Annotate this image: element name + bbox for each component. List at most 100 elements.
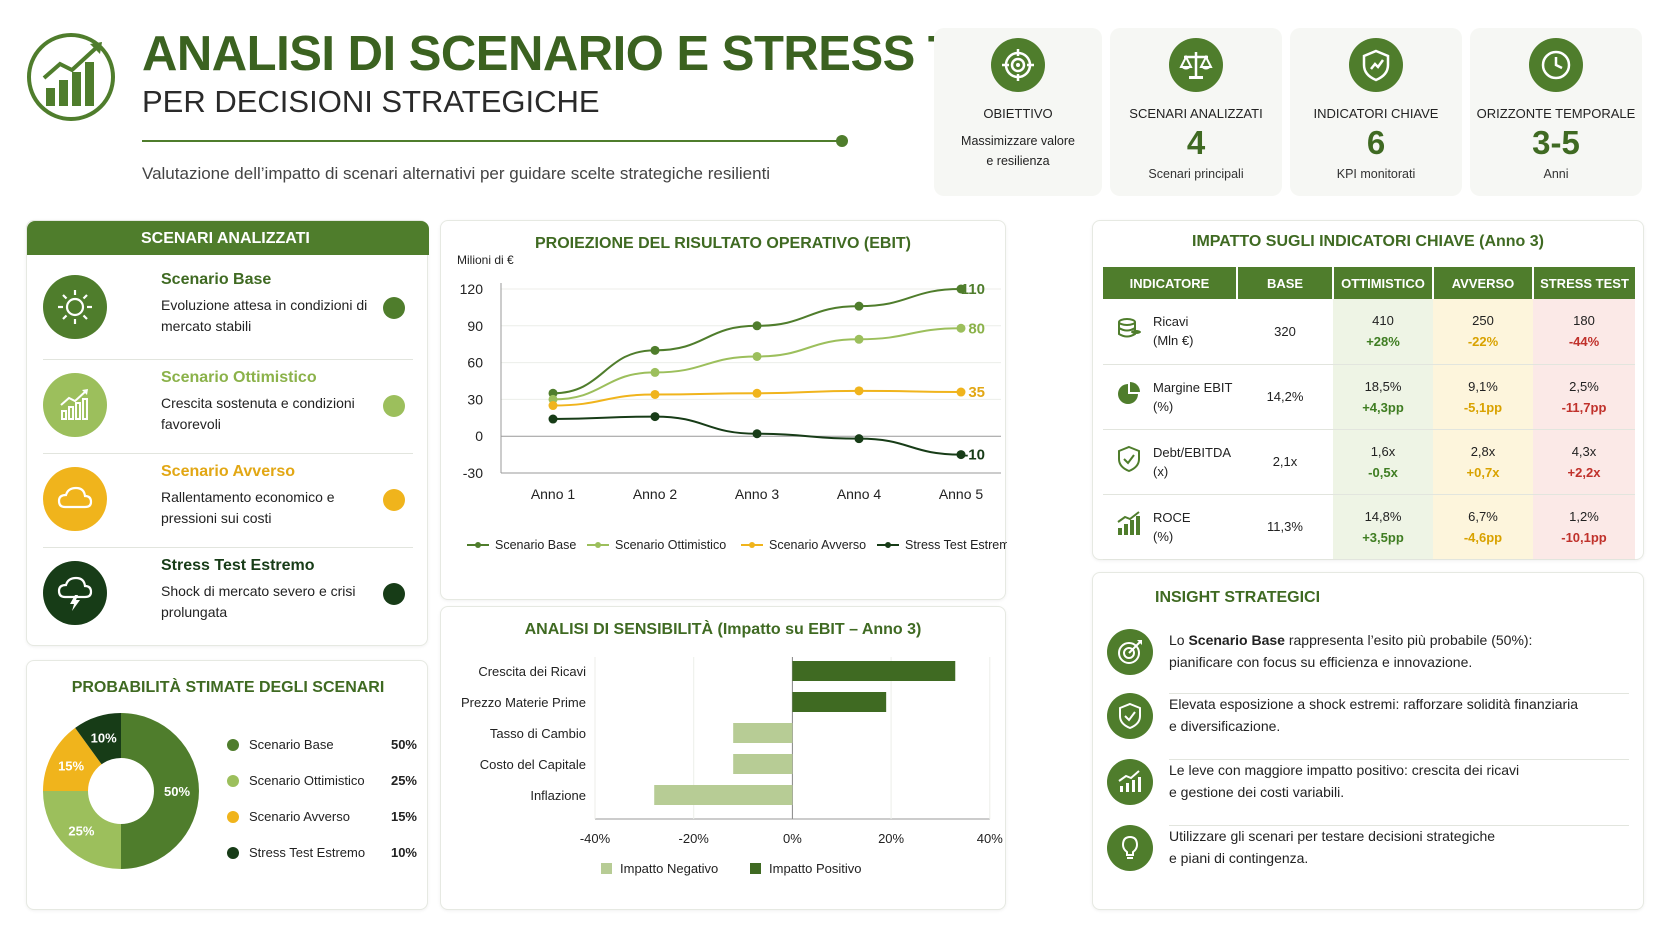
y-tick-label: 0: [475, 428, 483, 444]
table-row: ROCE (%) 11,3% 14,8% +3,5pp 6,7% -4,6pp 1,2% -10…: [1103, 494, 1635, 560]
series-end-label: -10: [963, 447, 985, 464]
donut-slice-label: 15%: [58, 759, 84, 774]
scenario-desc: Rallentamento economico e pressioni sui …: [161, 489, 335, 526]
divider: [43, 547, 413, 548]
y-category-label: Costo del Capitale: [480, 757, 586, 772]
kpi-scenari-analizzati: SCENARI ANALIZZATI 4 Scenari principali: [1110, 28, 1282, 196]
legend-label: Scenario Base: [495, 538, 576, 552]
coins-icon: [1115, 314, 1153, 348]
data-point: [956, 450, 966, 460]
legend-label: Impatto Negativo: [620, 861, 718, 876]
scenario-name: Scenario Base: [161, 271, 272, 288]
scenario-name: Scenario Avverso: [161, 463, 295, 480]
ebit-line-chart: Milioni di € 120 90 60 30 0 -30 Anno 1 Anno 2 Ann…: [457, 253, 1007, 552]
target-icon: [991, 38, 1045, 92]
header-divider: [142, 140, 842, 142]
data-point: [548, 401, 558, 411]
table-row: Ricavi (Mln €) 320 410 +28% 250 -22% 180 -44%: [1103, 299, 1635, 365]
table-header: INDICATORE: [1103, 267, 1238, 299]
data-point: [752, 321, 762, 331]
legend-item: Stress Test Estremo 10%: [227, 845, 417, 860]
x-tick-label: Anno 1: [531, 486, 576, 502]
legend-swatch: [227, 739, 239, 751]
sensitivity-chart-title: ANALISI DI SENSIBILITÀ (Impatto su EBIT …: [524, 621, 922, 638]
data-point: [854, 334, 864, 344]
scenario-name: Scenario Ottimistico: [161, 369, 317, 386]
kpi-sub: Anni: [1543, 167, 1569, 181]
scenario-desc: Crescita sostenuta e condizioni favorevo…: [161, 395, 355, 432]
base-cell: 11,3%: [1237, 494, 1333, 560]
legend-item: Scenario Base 50%: [227, 737, 417, 752]
optimistic-cell: 410 +28%: [1333, 299, 1433, 365]
scenarios-card-title: SCENARI ANALIZZATI: [27, 221, 429, 255]
kpi-label: INDICATORI CHIAVE: [1313, 106, 1439, 121]
ebit-projection-card: PROIEZIONE DEL RISULTATO OPERATIVO (EBIT…: [440, 220, 1007, 600]
table-header-row: INDICATORE BASE OTTIMISTICO AVVERSO STRE…: [1103, 267, 1635, 299]
x-tick-label: 20%: [878, 831, 904, 846]
kpi-sub: KPI monitorati: [1336, 167, 1416, 181]
divider: [1169, 693, 1629, 694]
data-point: [548, 414, 558, 424]
impact-table-card: IMPATTO SUGLI INDICATORI CHIAVE (Anno 3)…: [1092, 220, 1644, 560]
optimistic-cell: 14,8% +3,5pp: [1333, 494, 1433, 560]
scenario-item-avverso: Scenario Avverso Rallentamento economico…: [43, 455, 413, 547]
data-point: [752, 388, 762, 398]
data-point: [854, 386, 864, 396]
donut-slice-label: 10%: [91, 731, 117, 746]
base-cell: 320: [1237, 299, 1333, 365]
impact-table-title: IMPATTO SUGLI INDICATORI CHIAVE (Anno 3): [1192, 233, 1544, 250]
divider: [43, 359, 413, 360]
sensitivity-bar: [792, 661, 956, 681]
header-divider-dot: [836, 135, 848, 147]
legend-swatch: [601, 863, 612, 874]
kpi-obiettivo: OBIETTIVO Massimizzare valore e resilienz…: [934, 28, 1102, 196]
adverse-cell: 2,8x +0,7x: [1433, 429, 1533, 495]
insight-text: Utilizzare gli scenari per testare decis…: [1169, 828, 1496, 866]
stress-cell: 1,2% -10,1pp: [1533, 494, 1635, 560]
scenario-item-stress: Stress Test Estremo Shock di mercato sev…: [43, 549, 413, 641]
kpi-sub: Scenari principali: [1148, 167, 1244, 181]
sensitivity-card: ANALISI DI SENSIBILITÀ (Impatto su EBIT …: [440, 606, 1006, 910]
x-tick-label: Anno 4: [837, 486, 882, 502]
data-point: [854, 301, 864, 311]
x-tick-label: 0%: [783, 831, 802, 846]
insights-card: INSIGHT STRATEGICI Lo Scenario Base rapp…: [1092, 572, 1644, 910]
indicator-cell: ROCE (%): [1103, 494, 1237, 560]
table-header: BASE: [1237, 267, 1334, 299]
donut-slice-label: 25%: [68, 824, 94, 839]
x-tick-label: Anno 3: [735, 486, 780, 502]
adverse-cell: 250 -22%: [1433, 299, 1533, 365]
sensitivity-bar: [733, 754, 793, 774]
probability-donut-chart: 50% 25% 15% 10%: [43, 713, 199, 869]
donut-slice: [75, 713, 121, 765]
scenario-color-dot: [383, 395, 405, 417]
scenario-color-dot: [383, 297, 405, 319]
adverse-cell: 9,1% -5,1pp: [1433, 364, 1533, 430]
y-category-label: Tasso di Cambio: [490, 726, 586, 741]
insight-text: Elevata esposizione a shock estremi: raf…: [1169, 696, 1579, 734]
y-axis-label: Milioni di €: [457, 253, 514, 267]
logo-growth-icon: [26, 28, 116, 126]
ebit-chart-title: PROIEZIONE DEL RISULTATO OPERATIVO (EBIT…: [534, 235, 911, 252]
legend-item: Scenario Avverso 15%: [227, 809, 417, 824]
base-cell: 2,1x: [1237, 429, 1333, 495]
lightbulb-icon: [1107, 825, 1153, 871]
scenario-name: Stress Test Estremo: [161, 557, 315, 574]
data-point: [956, 284, 966, 294]
kpi-description: Massimizzare valore e resilienza: [961, 134, 1075, 168]
legend-swatch: [750, 863, 761, 874]
kpi-label: ORIZZONTE TEMPORALE: [1476, 106, 1636, 121]
legend-label: Impatto Positivo: [769, 861, 862, 876]
insight-text: Le leve con maggiore impatto positivo: c…: [1169, 762, 1520, 800]
donut-slice: [43, 791, 121, 869]
sensitivity-bar-chart: -40% -20% 0% 20% 40% Crescita dei Ricavi Prezz…: [461, 657, 1003, 876]
kpi-value: 4: [1186, 124, 1206, 161]
impact-table: INDICATORE BASE OTTIMISTICO AVVERSO STRE…: [1103, 267, 1635, 560]
insight-item: Le leve con maggiore impatto positivo: c…: [1107, 753, 1629, 823]
legend-swatch-dot: [749, 542, 755, 548]
y-category-label: Prezzo Materie Prime: [461, 695, 586, 710]
sun-icon: [43, 275, 107, 339]
scenario-item-base: Scenario Base Evoluzione attesa in condi…: [43, 263, 413, 355]
insight-item: Utilizzare gli scenari per testare decis…: [1107, 819, 1629, 889]
legend-swatch: [227, 811, 239, 823]
